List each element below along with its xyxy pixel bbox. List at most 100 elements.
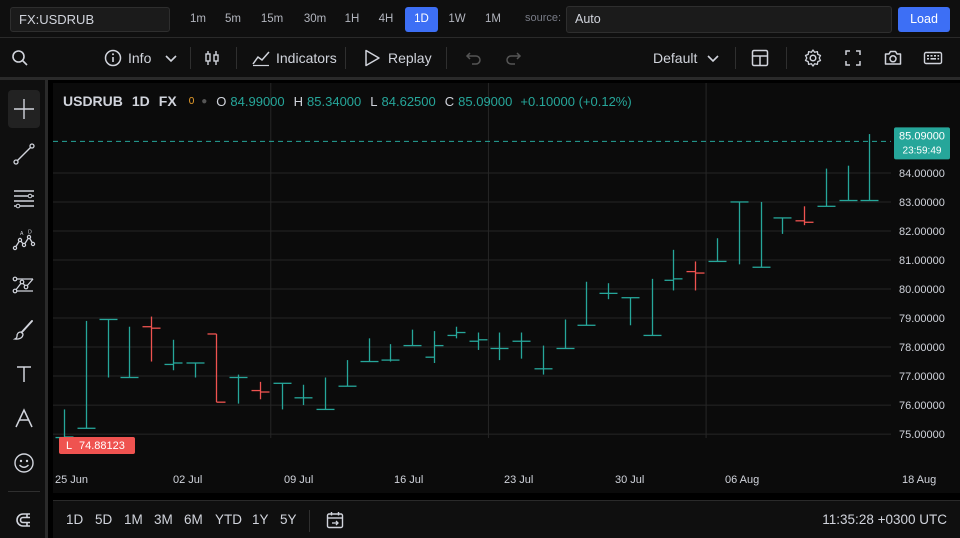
y-tick-label: 79.00000 (899, 313, 945, 325)
trendline-tool[interactable] (8, 135, 40, 173)
ohlc-bar (338, 360, 357, 387)
ohlc-bar (294, 384, 313, 406)
range-5d[interactable]: 5D (95, 512, 113, 527)
trendline-icon (13, 143, 35, 165)
calendar-icon (326, 512, 344, 529)
search-button[interactable] (10, 38, 30, 78)
chart-pane[interactable]: 75.00000 76.00000 77.00000 78.00000 79.00000… (53, 83, 960, 493)
interval-1w[interactable]: 1W (448, 13, 466, 25)
range-3m[interactable]: 3M (154, 512, 173, 527)
y-tick-label: 78.00000 (899, 342, 945, 354)
clock[interactable]: 11:35:28 +0300 UTC (822, 512, 947, 527)
font-tool[interactable] (8, 400, 40, 438)
ohlc-bar (55, 409, 74, 439)
y-tick-label: 81.00000 (899, 255, 945, 267)
ohlc-bar (773, 217, 792, 234)
fib-icon (14, 190, 34, 209)
fullscreen-button[interactable] (843, 38, 863, 78)
search-icon (10, 48, 30, 68)
legend-symbol: USDRUB (63, 93, 123, 109)
interval-4h[interactable]: 4H (378, 13, 394, 25)
range-1y[interactable]: 1Y (252, 512, 269, 527)
svg-text:D: D (28, 230, 32, 236)
interval-15m[interactable]: 15m (260, 13, 284, 25)
interval-5m[interactable]: 5m (225, 13, 241, 25)
legend-change: +0.10000 (+0.12%) (520, 93, 632, 109)
indicators-button[interactable]: Indicators (251, 38, 337, 78)
magnet-tool[interactable] (8, 501, 40, 538)
text-tool[interactable] (8, 355, 40, 393)
ohlc-bar (599, 283, 618, 300)
info-label: Info (128, 50, 152, 66)
layout-button[interactable] (750, 38, 770, 78)
keyboard-button[interactable] (923, 38, 943, 78)
prediction-tool[interactable] (8, 266, 40, 304)
y-tick-label: 75.00000 (899, 429, 945, 441)
ohlc-bar (512, 332, 531, 359)
load-button[interactable]: Load (898, 7, 950, 32)
magnet-icon (16, 513, 30, 527)
ohlc-bar (316, 377, 335, 411)
ohlc-bar (534, 345, 553, 375)
ohlc-bar (556, 319, 575, 350)
interval-1h[interactable]: 1H (344, 13, 360, 25)
ohlc-bar (839, 165, 858, 202)
brush-tool[interactable] (8, 311, 40, 349)
layout-select[interactable]: Default (653, 38, 723, 78)
interval-1d[interactable]: 1D (405, 7, 438, 32)
emoji-tool[interactable] (8, 444, 40, 482)
toolbar-divider (446, 47, 447, 69)
interval-30m[interactable]: 30m (303, 13, 327, 25)
interval-1m[interactable]: 1m (190, 13, 206, 25)
legend-low: 84.62500 (381, 93, 436, 109)
ohlc-bar (469, 332, 488, 350)
range-1d[interactable]: 1D (66, 512, 84, 527)
undo-button[interactable] (463, 38, 483, 78)
source-input[interactable]: Auto (566, 6, 892, 33)
date-range-button[interactable] (325, 510, 345, 530)
chevron-down-icon (703, 48, 723, 68)
range-5y[interactable]: 5Y (280, 512, 297, 527)
ohlc-bar (447, 326, 466, 339)
legend-open: 84.99000 (230, 93, 285, 109)
x-tick-label: 02 Jul (173, 474, 202, 486)
x-tick-label: 25 Jun (55, 474, 88, 486)
ohlc-bar (99, 318, 118, 378)
legend-status-dot: ● (201, 95, 208, 107)
range-1m[interactable]: 1M (124, 512, 143, 527)
brush-icon (12, 320, 33, 340)
fib-tool[interactable] (8, 179, 40, 217)
ohlc-bar (381, 344, 400, 362)
ohlc-bar (403, 329, 422, 347)
camera-icon (883, 48, 903, 68)
y-tick-label: 76.00000 (899, 400, 945, 412)
gear-icon (803, 48, 823, 68)
price-chart[interactable]: 75.00000 76.00000 77.00000 78.00000 79.00000… (53, 83, 960, 493)
y-tick-label: 82.00000 (899, 226, 945, 238)
info-button[interactable]: Info (103, 38, 181, 78)
ohlc-bar (251, 381, 270, 400)
indicators-icon (251, 48, 271, 68)
low-marker-badge (59, 437, 135, 454)
snapshot-button[interactable] (883, 38, 903, 78)
chart-type-button[interactable] (202, 38, 222, 78)
range-6m[interactable]: 6M (184, 512, 203, 527)
low-marker-letter: L (66, 440, 72, 452)
symbol-input[interactable]: FX:USDRUB (10, 7, 170, 32)
ohlc-bar (752, 201, 771, 268)
legend-low-label: L (370, 93, 378, 109)
replay-button[interactable]: Replay (362, 38, 432, 78)
ohlc-bar (708, 238, 727, 263)
redo-button[interactable] (504, 38, 524, 78)
interval-1mo[interactable]: 1M (485, 13, 501, 25)
range-ytd[interactable]: YTD (215, 512, 242, 527)
crosshair-tool[interactable] (8, 90, 40, 128)
settings-button[interactable] (803, 38, 823, 78)
toolbar-divider (786, 47, 787, 69)
ohlc-bar (490, 332, 509, 361)
bottom-bar: 1D 5D 1M 3M 6M YTD 1Y 5Y 11:35:28 +0300 … (53, 500, 960, 538)
ohlc-legend: USDRUB 1D FX 0 ● O 84.99000 H 85.34000 L… (63, 93, 632, 109)
redo-icon (504, 48, 524, 68)
